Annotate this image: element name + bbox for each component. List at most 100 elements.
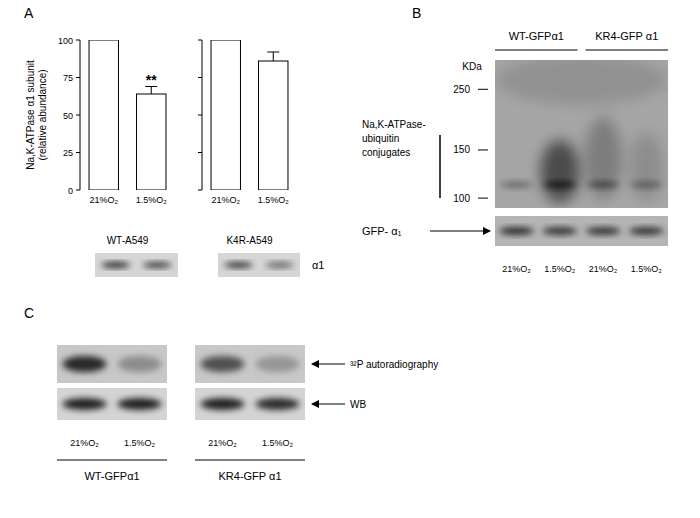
y-tick: [198, 40, 202, 41]
lane-label: 21%O₂: [208, 438, 237, 448]
group-underline: [495, 50, 578, 51]
panel-label: C: [24, 305, 34, 321]
mw-label: 100: [453, 193, 470, 204]
y-tick: [198, 152, 202, 153]
group-label: KR4-GFP α1: [218, 470, 281, 482]
blot-band: [630, 181, 662, 188]
arrow: [430, 231, 490, 232]
y-tick: [76, 190, 80, 191]
y-tick: [76, 77, 80, 78]
group-underline: [586, 50, 669, 51]
background: [0, 0, 700, 518]
lane-label: 1.5%O₂: [124, 438, 156, 448]
blot-band: [629, 227, 664, 235]
bar: [259, 61, 288, 190]
bracket: [439, 135, 441, 198]
panel-label: B: [412, 5, 421, 21]
blot-band: [265, 262, 294, 268]
bracket-label: Na,K-ATPase-: [362, 119, 426, 130]
bar: [211, 40, 240, 190]
panel-label: A: [24, 5, 34, 21]
blot-background: [57, 345, 167, 383]
blot-band: [543, 227, 578, 235]
x-tick-label: 1.5%O₂: [258, 195, 290, 205]
y-tick: [76, 40, 80, 41]
lane-label: 1.5%O₂: [262, 438, 294, 448]
blot-band: [585, 117, 622, 199]
figure: A025507510021%O₂1.5%O₂**Na,K-ATPase α1 s…: [0, 0, 700, 518]
x-tick-label: 21%O₂: [89, 195, 118, 205]
group-underline: [195, 460, 305, 461]
y-tick-label: 25: [63, 148, 73, 158]
blot-band: [495, 60, 668, 105]
blot-background: [195, 345, 305, 383]
y-tick-label: 75: [63, 73, 73, 83]
blot-label: α1: [312, 259, 324, 271]
y-tick: [76, 115, 80, 116]
blot-strip: [218, 253, 300, 277]
strip-label: GFP- α₁: [362, 225, 402, 237]
arrow: [312, 404, 345, 405]
blot-band: [63, 356, 107, 372]
group-underline: [57, 460, 167, 461]
lane-label: 21%O₂: [70, 438, 99, 448]
lane-label: 21%O₂: [502, 264, 531, 274]
bracket-label: ubiquitin: [362, 133, 399, 144]
bar: [89, 40, 118, 190]
mw-label: 250: [453, 84, 470, 95]
blot-content: [495, 60, 668, 208]
blot-band: [201, 398, 245, 410]
error-stem: [151, 87, 152, 95]
blot-band: [118, 398, 162, 410]
blot-band: [544, 181, 576, 188]
blot-band: [143, 262, 172, 268]
error-cap: [267, 52, 279, 53]
annotation: **: [146, 72, 157, 88]
bracket-label: conjugates: [362, 147, 410, 158]
subtitle: K4R-A549: [226, 235, 273, 246]
error-bar: [267, 52, 279, 61]
blot-band: [201, 356, 245, 372]
mw-tick: [478, 198, 488, 199]
lane-label: 21%O₂: [589, 264, 618, 274]
bars: [211, 40, 288, 190]
blot-band: [224, 262, 253, 268]
panel-b: WT-GFPα1KR4-GFP α1KDa250150100Na,K-ATPas…: [362, 30, 668, 274]
blot-strip: [95, 253, 178, 277]
blot-background: [195, 388, 305, 420]
blot-band: [256, 356, 300, 372]
blot-band: [499, 227, 534, 235]
mw-tick: [478, 89, 488, 90]
y-tick-label: 0: [68, 186, 73, 196]
blot-band: [63, 398, 107, 410]
x-tick-label: 1.5%O₂: [136, 195, 168, 205]
bar: [137, 94, 166, 190]
blot-band: [540, 140, 579, 203]
row-label: WB: [350, 399, 366, 410]
panel-c: 21%O₂1.5%O₂WT-GFPα121%O₂1.5%O₂KR4-GFP α1…: [57, 345, 438, 482]
y-tick: [198, 77, 202, 78]
mw-tick: [478, 149, 488, 150]
y-tick-label: 50: [63, 111, 73, 121]
blot-band: [101, 262, 130, 268]
subtitle: WT-A549: [107, 235, 149, 246]
lane-label: 1.5%O₂: [631, 264, 663, 274]
blot-band: [587, 181, 619, 188]
y-tick: [76, 152, 80, 153]
error-bar: [145, 87, 157, 95]
blot-a: [95, 253, 300, 277]
y-axis-label: (relative abundance): [37, 69, 48, 160]
blot-background: [57, 388, 167, 420]
blot-band: [629, 132, 664, 202]
arrow: [312, 364, 345, 365]
mw-title: KDa: [462, 61, 482, 72]
blot-ubiquitin: [495, 55, 668, 208]
bar-chart: 025507510021%O₂1.5%O₂**Na,K-ATPase α1 su…: [25, 36, 167, 247]
blot-band: [500, 181, 532, 188]
row-label: ³²P autoradiography: [350, 359, 438, 370]
blot-background: [495, 216, 668, 246]
mw-label: 150: [453, 144, 470, 155]
bars: [89, 40, 166, 190]
blot-gfp: [495, 216, 668, 246]
blot-band: [586, 227, 621, 235]
